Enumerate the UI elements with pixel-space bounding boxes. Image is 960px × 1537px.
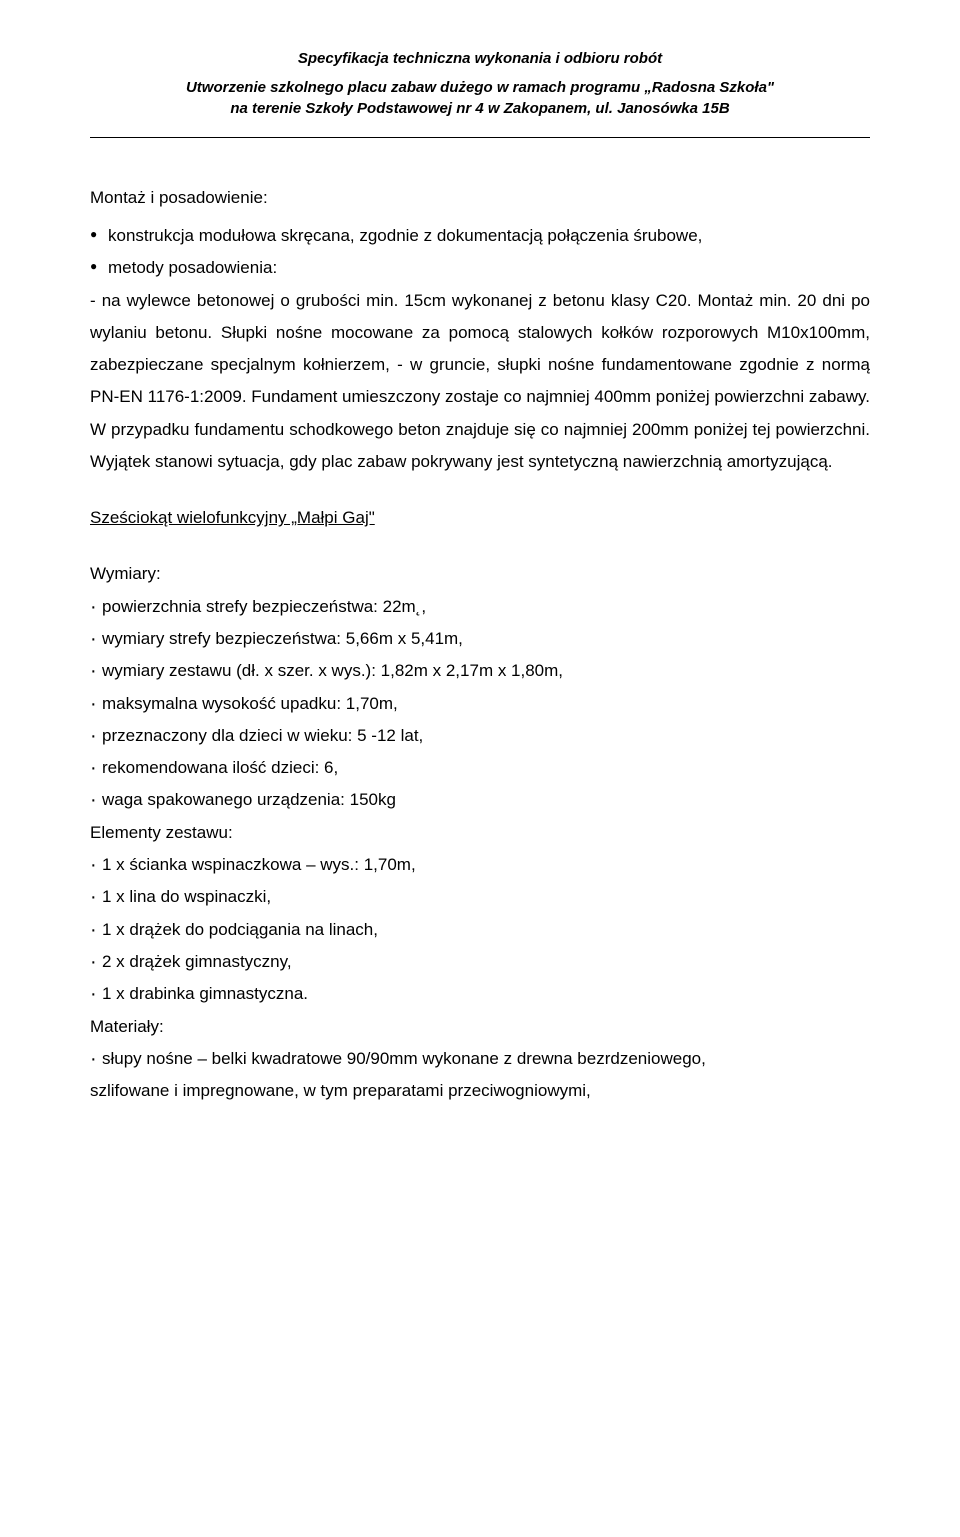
montaz-bullet-item: konstrukcja modułowa skręcana, zgodnie z…	[90, 220, 870, 252]
header-subtitle-line1: Utworzenie szkolnego placu zabaw dużego …	[186, 79, 774, 96]
wymiary-item: rekomendowana ilość dzieci: 6,	[90, 752, 870, 784]
elementy-label: Elementy zestawu:	[90, 817, 870, 849]
szesciokat-heading: Sześciokąt wielofunkcyjny „Małpi Gaj"	[90, 508, 870, 528]
header-subtitle-line2: na terenie Szkoły Podstawowej nr 4 w Zak…	[230, 100, 729, 117]
materialy-continuation: szlifowane i impregnowane, w tym prepara…	[90, 1075, 870, 1107]
materialy-item: słupy nośne – belki kwadratowe 90/90mm w…	[90, 1043, 870, 1075]
elementy-item: 2 x drążek gimnastyczny,	[90, 946, 870, 978]
montaz-paragraph: - na wylewce betonowej o grubości min. 1…	[90, 285, 870, 479]
wymiary-list: powierzchnia strefy bezpieczeństwa: 22m˛…	[90, 591, 870, 817]
wymiary-item: powierzchnia strefy bezpieczeństwa: 22m˛…	[90, 591, 870, 623]
wymiary-item: maksymalna wysokość upadku: 1,70m,	[90, 688, 870, 720]
wymiary-item: wymiary strefy bezpieczeństwa: 5,66m x 5…	[90, 623, 870, 655]
document-header: Specyfikacja techniczna wykonania i odbi…	[90, 50, 870, 119]
header-divider	[90, 137, 870, 138]
materialy-list: słupy nośne – belki kwadratowe 90/90mm w…	[90, 1043, 870, 1075]
montaz-bullet-item: metody posadowienia:	[90, 252, 870, 284]
materialy-label: Materiały:	[90, 1011, 870, 1043]
header-subtitle: Utworzenie szkolnego placu zabaw dużego …	[90, 77, 870, 119]
montaz-bullets: konstrukcja modułowa skręcana, zgodnie z…	[90, 220, 870, 285]
elementy-list: 1 x ścianka wspinaczkowa – wys.: 1,70m, …	[90, 849, 870, 1010]
elementy-item: 1 x drabinka gimnastyczna.	[90, 978, 870, 1010]
wymiary-item: wymiary zestawu (dł. x szer. x wys.): 1,…	[90, 655, 870, 687]
elementy-item: 1 x ścianka wspinaczkowa – wys.: 1,70m,	[90, 849, 870, 881]
wymiary-label: Wymiary:	[90, 558, 870, 590]
elementy-item: 1 x drążek do podciągania na linach,	[90, 914, 870, 946]
header-title: Specyfikacja techniczna wykonania i odbi…	[90, 50, 870, 67]
wymiary-item: waga spakowanego urządzenia: 150kg	[90, 784, 870, 816]
elementy-item: 1 x lina do wspinaczki,	[90, 881, 870, 913]
wymiary-item: przeznaczony dla dzieci w wieku: 5 -12 l…	[90, 720, 870, 752]
montaz-heading: Montaż i posadowienie:	[90, 188, 870, 208]
